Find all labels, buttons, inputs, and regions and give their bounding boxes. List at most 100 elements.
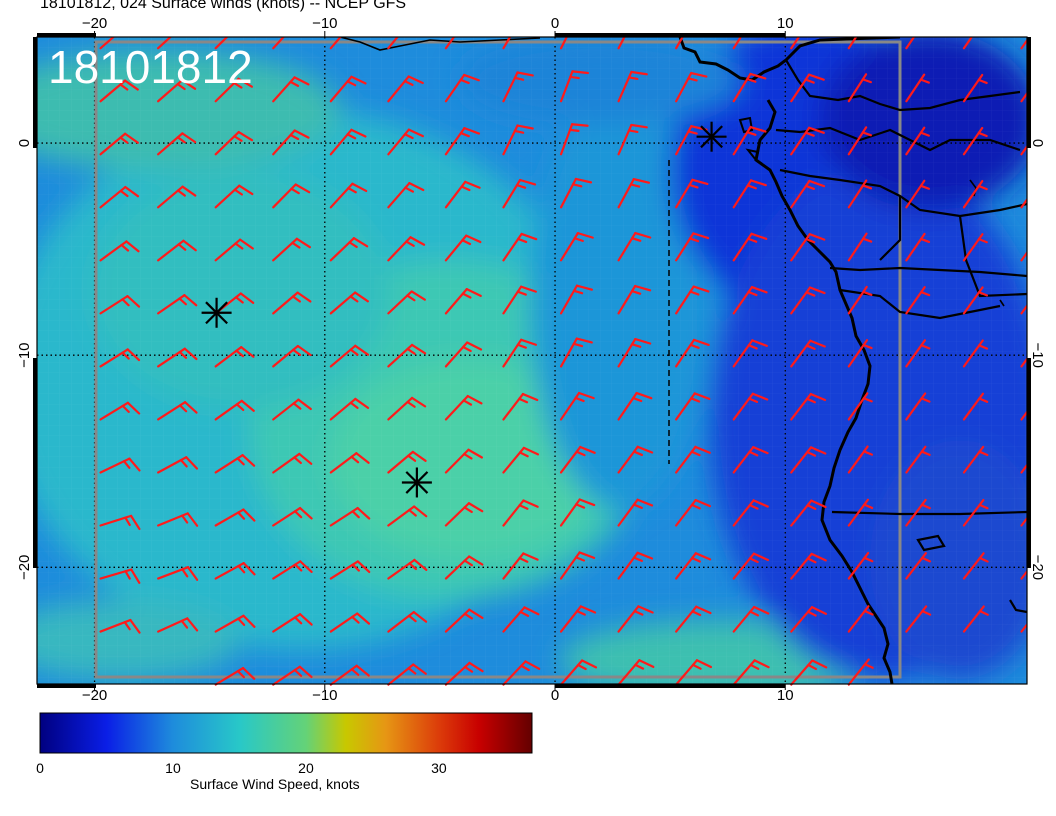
wind-barb <box>675 659 713 686</box>
wind-barb <box>790 339 826 368</box>
axes: −20 −20 −10 −10 0 0 10 10 0 0 −10 −10 −20 −20 <box>16 15 1046 704</box>
wind-barb <box>329 664 370 686</box>
wind-barb <box>559 177 593 209</box>
wind-barb <box>157 185 197 209</box>
wind-barb <box>847 126 872 156</box>
wind-barb <box>502 71 534 103</box>
wind-barb <box>1020 91 1027 103</box>
wind-barb <box>847 232 873 262</box>
wind-barbs-outside <box>214 658 874 686</box>
wind-barb <box>272 452 313 474</box>
wind-barb <box>444 448 484 474</box>
wind-barb <box>329 237 369 262</box>
wind-barb <box>905 605 932 633</box>
wind-barbs <box>99 37 1027 634</box>
wind-barb <box>387 75 424 103</box>
lat-tick-label-right-1: −10 <box>1029 342 1046 367</box>
lat-tick-label-left-1: −10 <box>16 342 33 367</box>
wind-barb <box>732 499 769 527</box>
wind-barb <box>905 339 931 368</box>
wind-barb <box>272 183 311 209</box>
wind-barb <box>790 392 827 421</box>
wind-barb <box>329 128 367 156</box>
wind-barb <box>99 79 139 103</box>
colorbar-tick-label: 10 <box>165 760 181 776</box>
wind-barb <box>1020 357 1027 368</box>
wind-barb <box>962 126 988 156</box>
wind-barb <box>444 234 482 262</box>
wind-barb <box>157 401 198 421</box>
wind-barb <box>444 73 480 103</box>
wind-barb <box>157 132 197 156</box>
wind-barb <box>272 344 312 368</box>
wind-barb <box>272 291 312 315</box>
wind-barb <box>790 37 801 50</box>
wind-barb <box>962 552 989 580</box>
wind-barb <box>617 551 654 580</box>
wind-barb <box>962 392 989 421</box>
wind-barb <box>387 37 399 50</box>
wind-barb <box>329 182 368 209</box>
wind-barb <box>617 231 652 262</box>
wind-barb <box>559 284 594 315</box>
wind-barb <box>444 661 484 686</box>
wind-barb <box>387 663 427 686</box>
wind-barb <box>617 337 652 368</box>
wind-barb <box>675 37 684 50</box>
lat-tick-label-left-0: 0 <box>16 139 33 147</box>
wind-barb <box>387 182 425 209</box>
lon-tick-label-bottom-3: 10 <box>777 687 794 704</box>
graticule <box>37 37 1027 684</box>
colorbar-tick-label: 20 <box>298 760 314 776</box>
wind-barb <box>214 454 256 474</box>
wind-barb <box>962 233 988 262</box>
wind-barb <box>732 446 769 474</box>
africa-coastline <box>678 37 901 684</box>
wind-barb <box>214 399 255 421</box>
wind-barb <box>214 77 253 103</box>
wind-barb <box>847 285 873 315</box>
wind-barb <box>214 37 229 50</box>
wind-barb <box>157 617 199 633</box>
wind-barb <box>444 608 484 633</box>
wind-barb <box>847 658 874 686</box>
wind-barb <box>272 237 312 262</box>
wind-barb <box>675 285 710 315</box>
wind-barb <box>790 179 826 209</box>
wind-barb <box>502 37 512 50</box>
wind-barb <box>559 37 568 50</box>
wind-barb <box>732 232 768 262</box>
plot-title: 18101812, 024 Surface winds (knots) -- N… <box>40 0 407 12</box>
colorbar-ticks: 0 10 20 30 <box>36 760 447 776</box>
wind-barb <box>559 445 596 474</box>
wind-barb <box>387 128 424 156</box>
wind-barb <box>329 37 342 50</box>
wind-barb <box>559 605 597 633</box>
wind-barb <box>905 552 932 580</box>
wind-barb <box>444 180 481 209</box>
wind-barb <box>905 232 931 262</box>
wind-barb <box>272 129 310 156</box>
marker-star <box>696 121 727 152</box>
wind-barb <box>329 612 371 633</box>
wind-barb <box>559 498 596 527</box>
lon-tick-label-top-0: −20 <box>82 15 107 32</box>
wind-barb <box>559 659 598 686</box>
wind-barb <box>617 284 652 315</box>
country-borders <box>775 59 1027 614</box>
wind-barb <box>214 614 256 633</box>
wind-barb <box>99 457 141 474</box>
wind-barb <box>617 659 655 686</box>
wind-barb <box>387 450 427 474</box>
wind-barb <box>905 179 931 209</box>
wind-barb <box>617 123 648 156</box>
wind-barb <box>962 286 989 315</box>
wind-barb <box>732 552 770 580</box>
wind-barb <box>99 37 128 50</box>
wind-barb <box>387 396 427 421</box>
wind-barb <box>617 37 626 50</box>
wind-barb <box>1020 463 1027 474</box>
lon-tick-label-top-3: 10 <box>777 15 794 32</box>
wind-barb <box>157 347 198 368</box>
wind-barb <box>847 338 873 368</box>
